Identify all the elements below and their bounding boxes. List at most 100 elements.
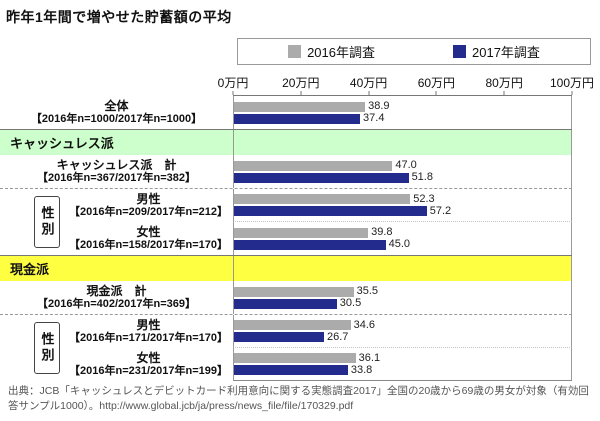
row-label-cell: 男性 【2016年n=171/2017年n=170】 (0, 315, 233, 348)
row-label-cell: 女性 【2016年n=231/2017年n=199】 (0, 348, 233, 381)
row-bars: 47.0 51.8 (233, 155, 572, 188)
section-header: 現金派 (0, 255, 572, 281)
bar-line: 33.8 (234, 363, 571, 376)
row-sample-size: 【2016年n=402/2017年n=369】 (37, 298, 196, 311)
row-sample-size: 【2016年n=158/2017年n=170】 (69, 239, 228, 252)
x-axis-scale: 0万円 20万円 40万円 60万円 80万円 100万円 (218, 70, 594, 96)
legend-swatch-2017-icon (453, 45, 466, 58)
x-axis-tick (232, 91, 234, 95)
legend-item-2016: 2016年調査 (288, 42, 375, 61)
bar-value: 47.0 (395, 159, 417, 171)
row-bars: 35.5 30.5 (233, 281, 572, 314)
row-label: 男性 (136, 191, 161, 206)
bar-value: 45.0 (388, 238, 411, 250)
bar-line: 51.8 (234, 171, 571, 183)
bar-line: 34.6 (234, 319, 571, 330)
section-title: 現金派 (10, 262, 50, 277)
bar-2017年調査 (234, 365, 348, 375)
row-label: 女性 (136, 224, 161, 239)
row-sample-size: 【2016年n=209/2017年n=212】 (69, 206, 228, 219)
row-label-cell: 女性 【2016年n=158/2017年n=170】 (0, 222, 233, 255)
row-sample-size: 【2016年n=367/2017年n=382】 (37, 172, 196, 185)
page-title: 昨年1年間で増やせた貯蓄額の平均 (6, 9, 232, 25)
row-label: 男性 (136, 317, 161, 332)
bar-2016年調査 (234, 101, 366, 112)
row-bars: 34.6 26.7 (233, 315, 572, 348)
bar-2016年調査 (234, 286, 354, 297)
bar-line: 47.0 (234, 159, 571, 171)
chart-row: キャッシュレス派 計【2016年n=367/2017年n=382】 47.0 51.… (0, 155, 572, 189)
axis-spacer (0, 70, 233, 96)
bar-2016年調査 (234, 227, 369, 238)
bar-line: 38.9 (234, 100, 571, 112)
row-label-cell: 全体 【2016年n=1000/2017年n=1000】 (0, 96, 233, 129)
bar-2016年調査 (234, 353, 356, 363)
bar-chart: 0万円 20万円 40万円 60万円 80万円 100万円 全体 【2016年n=1000/2… (0, 70, 594, 381)
bar-value: 52.3 (413, 192, 435, 205)
legend-label-2017: 2017年調査 (472, 45, 540, 60)
chart-row: 全体 【2016年n=1000/2017年n=1000】 38.9 37.4 (0, 96, 572, 129)
row-bars: 38.9 37.4 (233, 96, 572, 129)
bar-line: 36.1 (234, 351, 571, 364)
gender-box-label: 性別 (34, 322, 60, 374)
row-bars: 52.3 57.2 (233, 189, 572, 222)
bar-line: 52.3 (234, 192, 571, 205)
row-label-cell: 男性 【2016年n=209/2017年n=212】 (0, 189, 233, 222)
bar-2017年調査 (234, 298, 337, 309)
gender-group: 性別 男性 【2016年n=171/2017年n=170】 34.6 26.7 女性 【20… (0, 315, 572, 381)
row-sample-size: 【2016年n=171/2017年n=170】 (69, 332, 228, 345)
chart-row: 男性 【2016年n=209/2017年n=212】 52.3 57.2 (0, 189, 572, 222)
section-plot-band (233, 256, 572, 281)
bar-value: 57.2 (429, 204, 452, 217)
bar-value: 30.5 (339, 297, 362, 309)
x-axis-tick-label: 20万円 (282, 76, 320, 90)
bar-value: 37.4 (363, 112, 385, 124)
gender-box-label: 性別 (34, 196, 60, 248)
legend-item-2017: 2017年調査 (453, 42, 540, 61)
row-bars: 36.1 33.8 (233, 348, 572, 381)
row-sample-size: 【2016年n=1000/2017年n=1000】 (30, 113, 203, 126)
bar-line: 39.8 (234, 227, 571, 238)
x-axis: 0万円 20万円 40万円 60万円 80万円 100万円 (0, 70, 594, 96)
section-title: キャッシュレス派 (10, 136, 114, 151)
x-axis-tick-label: 60万円 (417, 76, 456, 90)
bar-line: 26.7 (234, 330, 571, 343)
chart-row: 女性 【2016年n=231/2017年n=199】 36.1 33.8 (0, 348, 572, 381)
chart-legend: 2016年調査 2017年調査 (237, 38, 591, 65)
bar-value: 36.1 (358, 351, 381, 364)
source-note: 出典：JCB「キャッシュレスとデビットカード利用意向に関する実態調査2017」全… (8, 385, 589, 413)
row-label-cell: 現金派 計【2016年n=402/2017年n=369】 (0, 281, 233, 314)
bar-value: 33.8 (350, 363, 373, 376)
row-label: キャッシュレス派 計 (56, 157, 177, 172)
x-axis-tick-label: 0万円 (217, 76, 249, 90)
gender-group: 性別 男性 【2016年n=209/2017年n=212】 52.3 57.2 女性 【20… (0, 189, 572, 255)
bar-2017年調査 (234, 113, 361, 124)
x-axis-tick (503, 91, 505, 95)
legend-label-2016: 2016年調査 (307, 45, 375, 60)
row-label: 女性 (136, 350, 161, 365)
chart-row: 現金派 計【2016年n=402/2017年n=369】 35.5 30.5 (0, 281, 572, 315)
bar-line: 30.5 (234, 297, 571, 309)
legend-swatch-2016-icon (288, 45, 302, 58)
bar-2017年調査 (234, 332, 324, 342)
row-label: 現金派 計 (86, 283, 147, 298)
bar-2016年調査 (234, 160, 393, 171)
bar-2017年調査 (234, 172, 409, 183)
bar-2017年調査 (234, 206, 427, 216)
bar-value: 26.7 (326, 330, 349, 343)
row-bars: 39.8 45.0 (233, 222, 572, 255)
bar-2016年調査 (234, 320, 351, 330)
bar-line: 35.5 (234, 286, 571, 297)
row-label: 全体 (104, 98, 129, 113)
bar-value: 38.9 (368, 100, 390, 112)
x-axis-tick-label: 100万円 (549, 76, 595, 90)
bar-line: 45.0 (234, 238, 571, 250)
x-axis-tick-label: 80万円 (485, 76, 523, 90)
x-axis-tick (300, 91, 302, 95)
section-plot-band (233, 130, 572, 155)
bar-value: 51.8 (411, 171, 433, 183)
row-label-cell: キャッシュレス派 計【2016年n=367/2017年n=382】 (0, 155, 233, 188)
x-axis-tick (435, 91, 437, 95)
bar-line: 57.2 (234, 204, 571, 217)
